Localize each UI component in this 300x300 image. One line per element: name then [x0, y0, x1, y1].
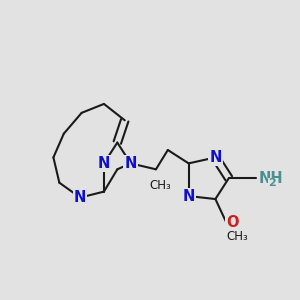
Text: N: N: [74, 190, 86, 205]
Text: N: N: [124, 156, 137, 171]
Text: CH₃: CH₃: [227, 230, 249, 243]
Text: N: N: [182, 189, 195, 204]
Text: CH₃: CH₃: [149, 179, 171, 192]
Text: N: N: [209, 150, 222, 165]
Text: N: N: [98, 156, 110, 171]
Text: O: O: [226, 215, 238, 230]
Text: NH: NH: [259, 171, 283, 186]
Text: 2: 2: [268, 178, 276, 188]
